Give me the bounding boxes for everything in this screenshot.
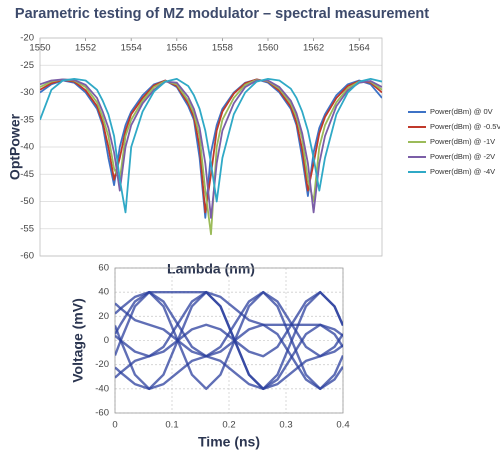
chart-title: Parametric testing of MZ modulator – spe… xyxy=(15,6,429,22)
x-tick-label: 0.2 xyxy=(222,420,235,431)
x-tick-label: 0.3 xyxy=(279,420,292,431)
y-tick-label: -55 xyxy=(20,223,34,234)
series-line xyxy=(40,78,382,219)
y-tick-label: -20 xyxy=(20,33,34,44)
x-tick-label: 0.1 xyxy=(165,420,178,431)
y-tick-label: 40 xyxy=(98,287,109,298)
y-tick-label: 0 xyxy=(104,335,109,346)
y-axis-label: Voltage (mV) xyxy=(70,298,86,383)
y-tick-label: -50 xyxy=(20,196,34,207)
series-line xyxy=(115,290,343,379)
series-line xyxy=(115,290,343,391)
series-line xyxy=(115,290,343,391)
x-tick-label: 1562 xyxy=(303,43,324,54)
legend-label: Power(dBm) @ 0V xyxy=(430,107,493,116)
y-tick-label: -45 xyxy=(20,169,34,180)
plot-frame xyxy=(114,267,344,414)
y-tick-label: -25 xyxy=(20,60,34,71)
x-tick-label: 1560 xyxy=(257,43,278,54)
plot-frame xyxy=(39,37,383,257)
x-tick-label: 0.4 xyxy=(336,420,349,431)
x-tick-label: 1564 xyxy=(349,43,370,54)
y-tick-label: -60 xyxy=(95,408,109,419)
x-axis-label: Time (ns) xyxy=(198,434,260,450)
y-tick-label: 20 xyxy=(98,311,109,322)
y-tick-label: -40 xyxy=(20,142,34,153)
legend-label: Power(dBm) @ -2V xyxy=(430,152,495,161)
y-tick-label: -40 xyxy=(95,383,109,394)
y-tick-label: -35 xyxy=(20,114,34,125)
x-tick-label: 1552 xyxy=(75,43,96,54)
series-line xyxy=(40,78,382,219)
x-tick-label: 1558 xyxy=(212,43,233,54)
y-tick-label: -20 xyxy=(95,359,109,370)
series-line xyxy=(115,323,343,391)
y-tick-label: -30 xyxy=(20,87,34,98)
y-axis-label: OptPower xyxy=(7,113,23,180)
legend-label: Power(dBm) @ -0.5V xyxy=(430,122,500,131)
series-line xyxy=(40,77,382,214)
x-tick-label: 1556 xyxy=(166,43,187,54)
x-axis-label: Lambda (nm) xyxy=(167,261,255,277)
x-tick-label: 1554 xyxy=(121,43,142,54)
y-tick-label: 60 xyxy=(98,263,109,274)
x-tick-label: 0 xyxy=(112,420,117,431)
y-tick-label: -60 xyxy=(20,251,34,262)
series-line xyxy=(40,78,382,214)
legend-label: Power(dBm) @ -4V xyxy=(430,167,495,176)
legend-label: Power(dBm) @ -1V xyxy=(430,137,495,146)
